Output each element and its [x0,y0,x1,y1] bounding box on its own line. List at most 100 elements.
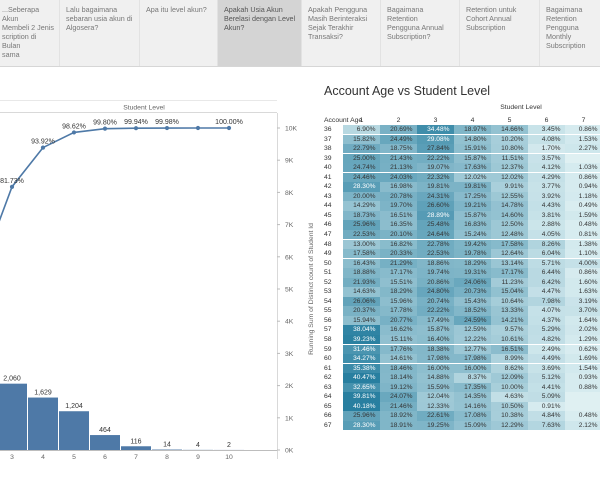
heatmap-cell[interactable]: 13.00% [343,239,380,249]
heatmap-cell[interactable]: 3.92% [528,191,565,202]
heatmap-cell[interactable]: 24.74% [343,163,380,173]
heatmap-cell[interactable] [565,392,600,402]
heatmap-cell[interactable]: 18.52% [454,306,491,316]
heatmap-cell[interactable]: 14.35% [454,392,491,402]
heatmap-cell[interactable]: 14.61% [380,354,417,364]
heatmap-cell[interactable]: 24.06% [454,277,491,288]
heatmap-cell[interactable]: 5.09% [528,392,565,402]
heatmap-cell[interactable]: 10.00% [491,382,528,393]
heatmap-cell[interactable]: 3.81% [528,210,565,221]
heatmap-cell[interactable]: 17.49% [417,315,454,326]
heatmap-cell[interactable]: 1.70% [528,144,565,154]
heatmap-cell[interactable]: 20.78% [380,191,417,202]
heatmap-cell[interactable]: 29.08% [417,134,454,144]
heatmap-cell[interactable]: 10.64% [491,296,528,307]
bar-level-7[interactable] [121,446,151,450]
heatmap-cell[interactable]: 3.77% [528,182,565,192]
heatmap-cell[interactable]: 16.43% [343,258,380,268]
heatmap-cell[interactable]: 1.59% [565,210,600,221]
bar-level-5[interactable] [59,411,89,450]
heatmap-cell[interactable]: 22.32% [417,172,454,183]
heatmap-cell[interactable]: 19.81% [417,182,454,192]
heatmap-cell[interactable]: 19.12% [380,382,417,393]
heatmap-cell[interactable]: 24.31% [417,191,454,202]
heatmap-cell[interactable]: 4.37% [528,315,565,326]
heatmap-cell[interactable]: 1.38% [565,239,600,249]
heatmap-cell[interactable]: 19.21% [454,201,491,211]
heatmap-cell[interactable]: 12.22% [454,335,491,345]
heatmap-cell[interactable]: 18.92% [380,411,417,421]
heatmap-cell[interactable]: 17.63% [454,163,491,173]
heatmap-cell[interactable]: 1.03% [565,163,600,173]
heatmap-cell[interactable]: 24.49% [380,134,417,144]
heatmap-cell[interactable]: 25.48% [417,220,454,230]
heatmap-cell[interactable]: 12.29% [491,420,528,431]
heatmap-cell[interactable]: 4.84% [528,411,565,421]
bar-level-3[interactable] [0,383,27,450]
heatmap-cell[interactable]: 4.07% [528,306,565,316]
heatmap-cell[interactable]: 16.83% [454,220,491,230]
heatmap-cell[interactable]: 3.69% [528,363,565,373]
heatmap-cell[interactable]: 22.53% [417,249,454,259]
heatmap-cell[interactable]: 12.50% [491,220,528,230]
heatmap-cell[interactable]: 20.00% [343,191,380,202]
running-sum-point[interactable] [9,184,15,189]
heatmap-cell[interactable]: 15.96% [380,296,417,307]
heatmap-cell[interactable]: 18.88% [343,268,380,278]
heatmap-cell[interactable]: 18.29% [380,287,417,297]
running-sum-point[interactable] [195,125,201,131]
heatmap-cell[interactable]: 0.88% [565,382,600,393]
heatmap-cell[interactable]: 24.07% [380,392,417,402]
heatmap-cell[interactable]: 17.58% [343,249,380,259]
heatmap-cell[interactable]: 17.17% [491,268,528,278]
heatmap-cell[interactable]: 16.40% [417,335,454,345]
heatmap-cell[interactable]: 17.08% [454,411,491,421]
heatmap-cell[interactable]: 0.91% [528,401,565,412]
heatmap-cell[interactable]: 19.81% [454,182,491,192]
heatmap-cell[interactable]: 16.98% [380,182,417,192]
heatmap-cell[interactable]: 1.10% [565,249,600,259]
heatmap-cell[interactable]: 14.63% [343,287,380,297]
heatmap-cell[interactable]: 17.98% [454,354,491,364]
heatmap-cell[interactable]: 2.27% [565,144,600,154]
heatmap-cell[interactable]: 7.98% [528,296,565,307]
heatmap-cell[interactable]: 0.86% [565,268,600,278]
heatmap-cell[interactable]: 0.94% [565,182,600,192]
heatmap-cell[interactable]: 22.53% [343,230,380,240]
heatmap-cell[interactable]: 4.47% [528,287,565,297]
heatmap-cell[interactable]: 3.45% [528,125,565,135]
heatmap-cell[interactable]: 8.26% [528,239,565,249]
heatmap-cell[interactable]: 8.62% [491,363,528,373]
heatmap-cell[interactable]: 2.02% [565,325,600,335]
heatmap-cell[interactable]: 7.63% [528,420,565,431]
heatmap-cell[interactable]: 21.46% [380,401,417,412]
heatmap-cell[interactable]: 5.12% [528,373,565,383]
heatmap-cell[interactable]: 4.00% [565,258,600,268]
heatmap-cell[interactable]: 22.79% [343,144,380,154]
heatmap-cell[interactable]: 9.91% [491,182,528,192]
heatmap-cell[interactable]: 20.86% [417,277,454,288]
heatmap-cell[interactable]: 0.62% [565,344,600,354]
heatmap-cell[interactable]: 19.42% [454,239,491,249]
heatmap-cell[interactable]: 40.47% [343,373,380,383]
heatmap-cell[interactable]: 21.13% [380,163,417,173]
heatmap-cell[interactable]: 8.99% [491,354,528,364]
heatmap-cell[interactable]: 14.60% [491,210,528,221]
bar-level-4[interactable] [28,397,58,450]
running-sum-point[interactable] [102,126,108,131]
heatmap-cell[interactable]: 4.29% [528,172,565,183]
heatmap-cell[interactable]: 24.64% [417,230,454,240]
heatmap-cell[interactable]: 19.25% [417,420,454,431]
heatmap-cell[interactable]: 4.12% [528,163,565,173]
running-sum-point[interactable] [164,125,170,131]
heatmap-cell[interactable]: 3.70% [565,306,600,316]
heatmap-cell[interactable]: 19.07% [417,163,454,173]
heatmap-cell[interactable]: 5.29% [528,325,565,335]
heatmap-cell[interactable]: 14.16% [454,401,491,412]
heatmap-cell[interactable]: 2.88% [528,220,565,230]
heatmap-cell[interactable]: 4.41% [528,382,565,393]
heatmap-cell[interactable]: 12.33% [417,401,454,412]
heatmap-cell[interactable]: 4.82% [528,335,565,345]
heatmap-cell[interactable]: 0.86% [565,172,600,183]
heatmap-cell[interactable]: 0.81% [565,230,600,240]
